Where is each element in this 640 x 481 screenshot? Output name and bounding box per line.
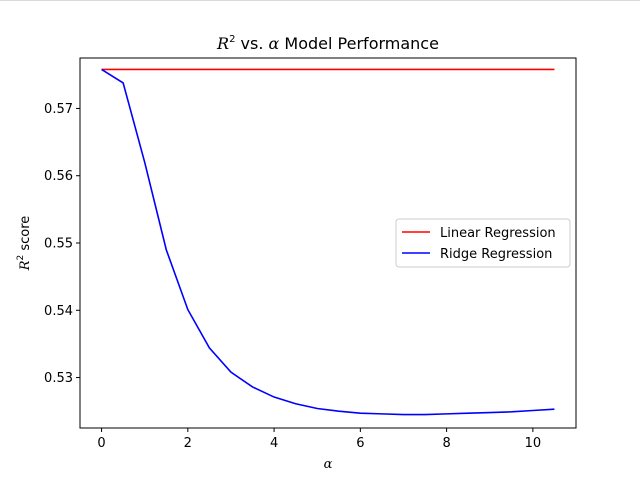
legend-box	[395, 218, 571, 268]
top-border	[0, 0, 640, 1]
y-tick-label: 0.54	[44, 304, 73, 319]
y-tick-label: 0.56	[44, 169, 73, 184]
legend: Linear Regression Ridge Regression	[395, 218, 571, 268]
legend-label-ridge: Ridge Regression	[440, 247, 552, 262]
x-tick-label: 2	[184, 436, 192, 451]
chart-title: R2 vs. α Model Performance	[216, 34, 439, 53]
series-layer	[101, 68, 555, 416]
y-tick-label: 0.55	[44, 237, 73, 252]
x-axis-label: α	[324, 457, 333, 472]
y-tick-label: 0.53	[44, 371, 73, 386]
x-tick-label: 0	[97, 436, 105, 451]
x-tick-label: 10	[525, 436, 542, 451]
x-tick-label: 6	[356, 436, 364, 451]
tick-layer: 0 2 4 6 8 10 0.53 0.54 0.55 0.56 0.57	[44, 102, 541, 451]
y-axis-label: R2 score	[16, 216, 33, 272]
x-tick-label: 8	[442, 436, 450, 451]
y-tick-label: 0.57	[44, 102, 73, 117]
series-line-ridge-regression	[101, 68, 555, 416]
plot-frame	[79, 57, 577, 429]
legend-label-linear: Linear Regression	[440, 226, 556, 241]
x-tick-label: 4	[270, 436, 278, 451]
